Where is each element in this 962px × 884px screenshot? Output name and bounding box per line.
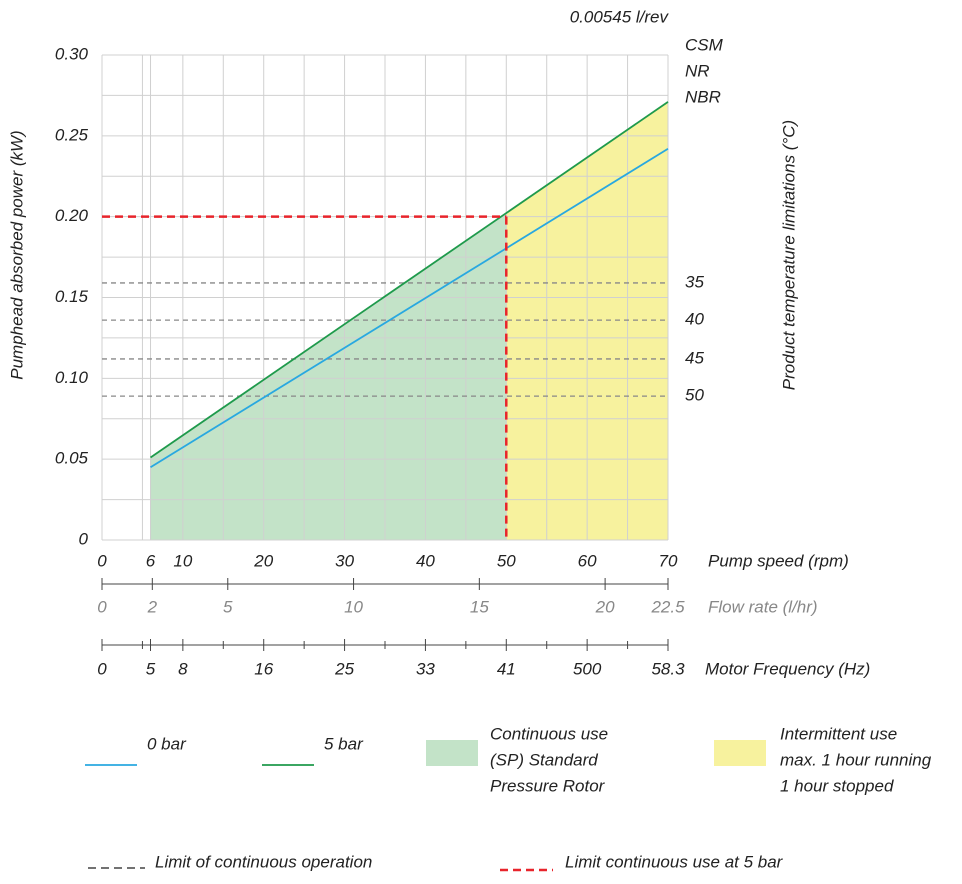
series-line (150, 101, 669, 459)
legend-label: Intermittent use (780, 724, 897, 743)
area (150, 213, 507, 540)
flow-tick-label: 20 (595, 597, 615, 616)
y2-axis-title: Product temperature limitations (°C) (779, 120, 798, 390)
legend-label: Limit of continuous operation (155, 852, 372, 871)
legend-label: (SP) Standard (490, 750, 598, 769)
temperature-label: 35 (685, 272, 704, 291)
material-label: CSM (685, 35, 724, 54)
legend-label: max. 1 hour running (780, 750, 932, 769)
series-line (150, 148, 669, 469)
legend-label: Limit continuous use at 5 bar (565, 852, 784, 871)
motor-axis-title: Motor Frequency (Hz) (705, 659, 870, 678)
motor-tick-label: 500 (573, 659, 602, 678)
x-tick-label: 40 (416, 551, 435, 570)
motor-tick-label: 5 (146, 659, 156, 678)
legend-label: 1 hour stopped (780, 776, 894, 795)
material-label: NR (685, 61, 710, 80)
flow-tick-label: 0 (97, 597, 107, 616)
y-tick-label: 0.15 (55, 287, 89, 306)
temperature-label: 50 (685, 386, 704, 405)
x-tick-label: 50 (497, 551, 516, 570)
x-tick-label: 10 (173, 551, 192, 570)
motor-tick-label: 0 (97, 659, 107, 678)
motor-tick-label: 41 (497, 659, 516, 678)
y-tick-label: 0.20 (55, 206, 89, 225)
note-top: 0.00545 l/rev (570, 7, 670, 26)
material-label: NBR (685, 87, 721, 106)
flow-tick-label: 5 (223, 597, 233, 616)
legend-label: Continuous use (490, 724, 608, 743)
flow-tick-label: 22.5 (650, 597, 685, 616)
y-tick-label: 0.10 (55, 368, 89, 387)
y-tick-label: 0.30 (55, 44, 89, 63)
x-axis-title: Pump speed (rpm) (708, 551, 849, 570)
y-tick-label: 0 (79, 529, 89, 548)
legend-swatch (714, 740, 766, 766)
legend-swatch (426, 740, 478, 766)
x-tick-label: 6 (146, 551, 156, 570)
motor-tick-label: 58.3 (651, 659, 685, 678)
x-tick-label: 60 (578, 551, 597, 570)
temperature-label: 45 (685, 348, 704, 367)
motor-tick-label: 25 (334, 659, 354, 678)
y-tick-label: 0.05 (55, 449, 89, 468)
y-tick-label: 0.25 (55, 125, 89, 144)
flow-axis-title: Flow rate (l/hr) (708, 597, 818, 616)
x-tick-label: 70 (659, 551, 678, 570)
x-tick-label: 0 (97, 551, 107, 570)
y-axis-title: Pumphead absorbed power (kW) (7, 130, 26, 379)
flow-tick-label: 2 (147, 597, 158, 616)
flow-tick-label: 10 (344, 597, 363, 616)
motor-tick-label: 8 (178, 659, 188, 678)
motor-tick-label: 16 (254, 659, 273, 678)
x-tick-label: 20 (253, 551, 273, 570)
motor-tick-label: 33 (416, 659, 435, 678)
temperature-label: 40 (685, 310, 704, 329)
legend-label: Pressure Rotor (490, 776, 606, 795)
flow-tick-label: 15 (470, 597, 489, 616)
legend-label: 0 bar (147, 734, 187, 753)
legend-label: 5 bar (324, 734, 364, 753)
x-tick-label: 30 (335, 551, 354, 570)
